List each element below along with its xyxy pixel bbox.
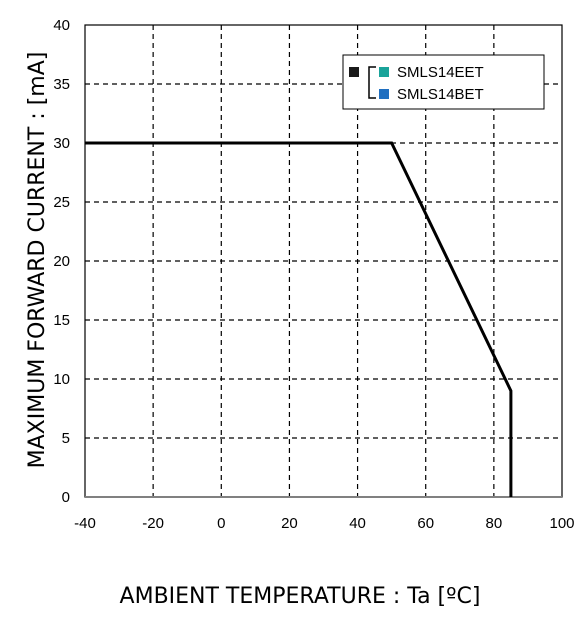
y-tick-label: 20 bbox=[53, 253, 70, 270]
plot-frame bbox=[84, 24, 563, 498]
legend-bracket bbox=[368, 66, 376, 99]
y-tick-label: 35 bbox=[53, 76, 70, 93]
legend-label-smls14bet: SMLS14BET bbox=[397, 86, 484, 103]
legend-swatch-smls14eet bbox=[379, 67, 389, 77]
x-tick-label: 60 bbox=[417, 515, 434, 532]
derating-curve bbox=[85, 141, 513, 497]
series bbox=[85, 141, 513, 497]
legend-swatch-smls14bet bbox=[379, 89, 389, 99]
y-tick-label: 25 bbox=[53, 194, 70, 211]
x-tick-label: -20 bbox=[142, 515, 164, 532]
x-tick-label: 20 bbox=[281, 515, 298, 532]
x-axis-ticks: -40 -20 0 20 40 60 80 100 bbox=[74, 515, 574, 532]
x-tick-label: 0 bbox=[217, 515, 225, 532]
y-tick-label: 15 bbox=[53, 312, 70, 329]
x-tick-label: -40 bbox=[74, 515, 96, 532]
legend: SMLS14EET SMLS14BET bbox=[342, 54, 545, 110]
y-tick-label: 10 bbox=[53, 371, 70, 388]
y-axis-title: MAXIMUM FORWARD CURRENT : [mA] bbox=[25, 52, 50, 469]
x-axis-title: AMBIENT TEMPERATURE : Ta [ºC] bbox=[120, 584, 481, 609]
y-tick-label: 40 bbox=[53, 17, 70, 34]
legend-label-smls14eet: SMLS14EET bbox=[397, 64, 484, 81]
y-axis-ticks: 0 5 10 15 20 25 30 35 40 bbox=[53, 17, 70, 506]
x-tick-label: 80 bbox=[486, 515, 503, 532]
x-tick-label: 100 bbox=[549, 515, 574, 532]
x-tick-label: 40 bbox=[349, 515, 366, 532]
y-tick-label: 30 bbox=[53, 135, 70, 152]
y-tick-label: 0 bbox=[62, 489, 70, 506]
legend-marker bbox=[349, 67, 359, 77]
legend-box bbox=[342, 54, 545, 110]
y-tick-label: 5 bbox=[62, 430, 70, 447]
